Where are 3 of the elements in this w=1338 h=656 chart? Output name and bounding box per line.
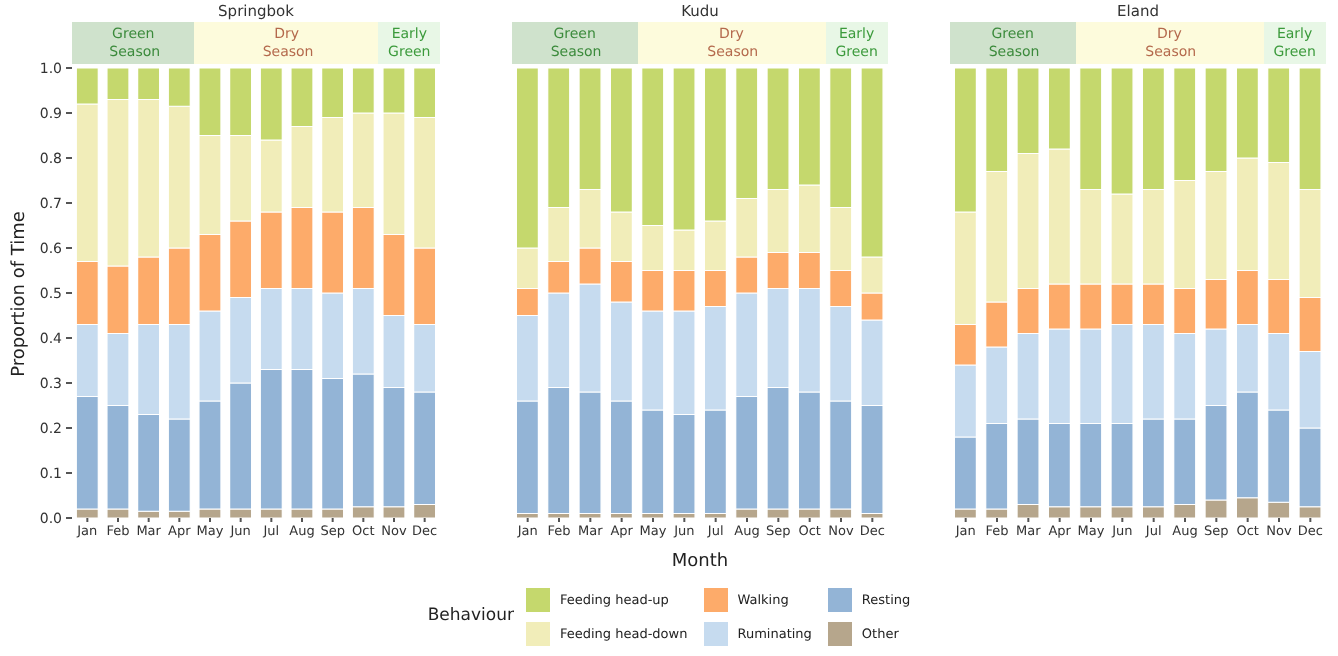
x-axis-title: Month bbox=[669, 552, 731, 572]
legend-title: Behaviour bbox=[427, 606, 514, 626]
y-axis-title: Proportion of Time bbox=[10, 210, 30, 376]
